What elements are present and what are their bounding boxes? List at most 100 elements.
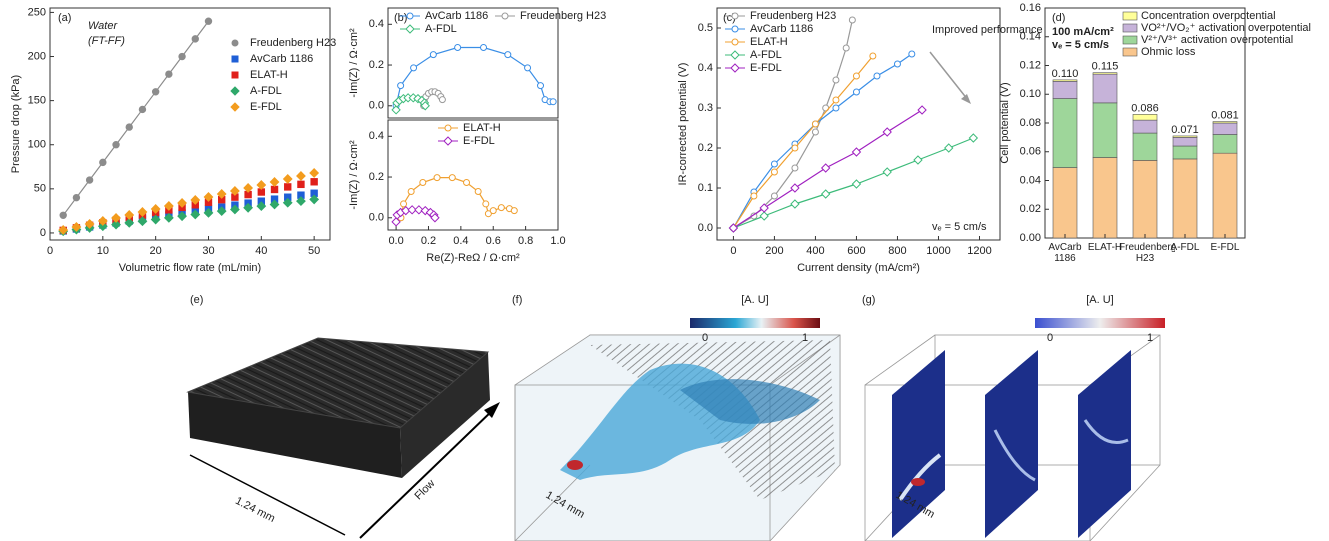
marker <box>438 96 446 104</box>
marker <box>429 51 437 59</box>
x-tick-label: 400 <box>806 245 824 257</box>
annotation: (a) <box>58 12 71 24</box>
flow-arrow <box>359 407 496 539</box>
marker <box>230 86 240 96</box>
marker <box>497 204 505 212</box>
plot-frame <box>387 119 559 231</box>
marker <box>893 60 901 68</box>
bar-segment <box>1132 114 1158 121</box>
marker <box>282 174 293 184</box>
legend-label: Freudenberg H23 <box>520 10 606 22</box>
x-tick-label: 0.4 <box>453 235 468 247</box>
marker <box>400 200 408 208</box>
bar-segment <box>1172 145 1198 160</box>
y-tick-label: 0.02 <box>1020 203 1041 215</box>
marker <box>917 105 927 115</box>
marker <box>731 25 739 33</box>
x-tick-label: ELAT-H <box>1087 242 1123 253</box>
marker <box>138 105 147 114</box>
y-tick-label: 0.2 <box>369 59 384 71</box>
marker <box>177 198 187 208</box>
annotation: vₑ = 5 cm/s <box>932 221 987 233</box>
marker <box>444 124 452 132</box>
marker <box>203 207 214 218</box>
y-tick-label: 0.0 <box>369 100 384 112</box>
legend-label: E-FDL <box>250 101 282 113</box>
x-tick-label: 0 <box>730 245 736 257</box>
series-line <box>732 55 874 229</box>
legend-swatch <box>1122 11 1138 21</box>
annotation: vₑ = 5 cm/s <box>1052 39 1109 51</box>
marker <box>150 204 161 214</box>
marker <box>759 211 769 221</box>
marker <box>504 51 512 59</box>
colorbar-tick-label: 1 <box>1147 332 1153 344</box>
marker <box>510 207 518 215</box>
marker <box>391 217 401 227</box>
marker <box>908 50 916 58</box>
y-tick-label: 0.06 <box>1020 146 1041 158</box>
marker <box>770 192 778 200</box>
colorbar-tick-label: 0 <box>702 332 708 344</box>
marker <box>59 211 67 220</box>
marker <box>407 188 415 195</box>
x-tick-label: 1.0 <box>550 235 565 247</box>
bar-segment <box>1092 157 1118 239</box>
bar-segment <box>1052 79 1078 82</box>
plot-frame <box>387 7 559 119</box>
bar-segment <box>1052 98 1078 168</box>
marker <box>282 197 293 208</box>
y-tick-label: 0.4 <box>369 130 384 142</box>
y-axis-label: -Im(Z) / Ω·cm² <box>348 28 360 98</box>
legend-label: E-FDL <box>750 62 782 74</box>
legend-swatch <box>1122 23 1138 33</box>
marker <box>72 193 81 202</box>
x-tick-label: 0.2 <box>421 235 436 247</box>
marker <box>759 203 769 213</box>
marker <box>730 63 740 73</box>
bar-segment <box>1132 160 1158 239</box>
y-tick-label: 0.0 <box>698 222 713 234</box>
marker <box>178 52 186 61</box>
y-axis-label: -Im(Z) / Ω·cm² <box>348 140 360 210</box>
marker <box>474 188 482 195</box>
x-axis-label: Volumetric flow rate (mL/min) <box>119 262 261 274</box>
plot-frame <box>716 7 1001 241</box>
legend-swatch <box>1122 35 1138 45</box>
panel-label: (f) <box>512 294 522 306</box>
x-tick-label: 0.8 <box>518 235 533 247</box>
legend-label: ELAT-H <box>750 36 788 48</box>
marker <box>811 120 819 128</box>
marker <box>112 141 120 149</box>
x-axis-label: Re(Z)-ReΩ / Ω·cm² <box>426 252 520 264</box>
marker <box>191 35 199 43</box>
colorbar-tick-label: 0 <box>1047 332 1053 344</box>
marker <box>111 219 121 230</box>
marker <box>216 206 227 217</box>
y-tick-label: 0.0 <box>369 212 384 224</box>
marker <box>852 72 860 80</box>
marker <box>480 44 488 52</box>
marker <box>229 204 240 215</box>
marker <box>309 194 320 205</box>
y-tick-label: 0.4 <box>698 62 713 74</box>
marker <box>730 50 740 60</box>
legend-label: AvCarb 1186 <box>250 53 313 65</box>
x-tick-label-box: E-FDL <box>1211 242 1240 253</box>
x-tick-label: Freudenberg H23 <box>1119 242 1175 264</box>
y-tick-label: 0.4 <box>369 18 384 30</box>
y-axis-label: Pressure drop (kPa) <box>10 75 22 173</box>
marker <box>204 17 213 25</box>
x-tick-label: 1000 <box>926 245 950 257</box>
marker <box>124 217 135 228</box>
x-tick-label-box: Freudenberg H23 <box>1119 242 1175 264</box>
marker <box>190 209 201 220</box>
marker <box>231 55 239 63</box>
marker <box>309 168 320 178</box>
marker <box>163 201 174 211</box>
y-tick-label: 0.12 <box>1020 59 1041 71</box>
marker <box>489 207 497 215</box>
marker <box>537 82 545 90</box>
x-tick-label-box: AvCarb 1186 <box>1048 242 1081 264</box>
marker <box>820 189 831 199</box>
